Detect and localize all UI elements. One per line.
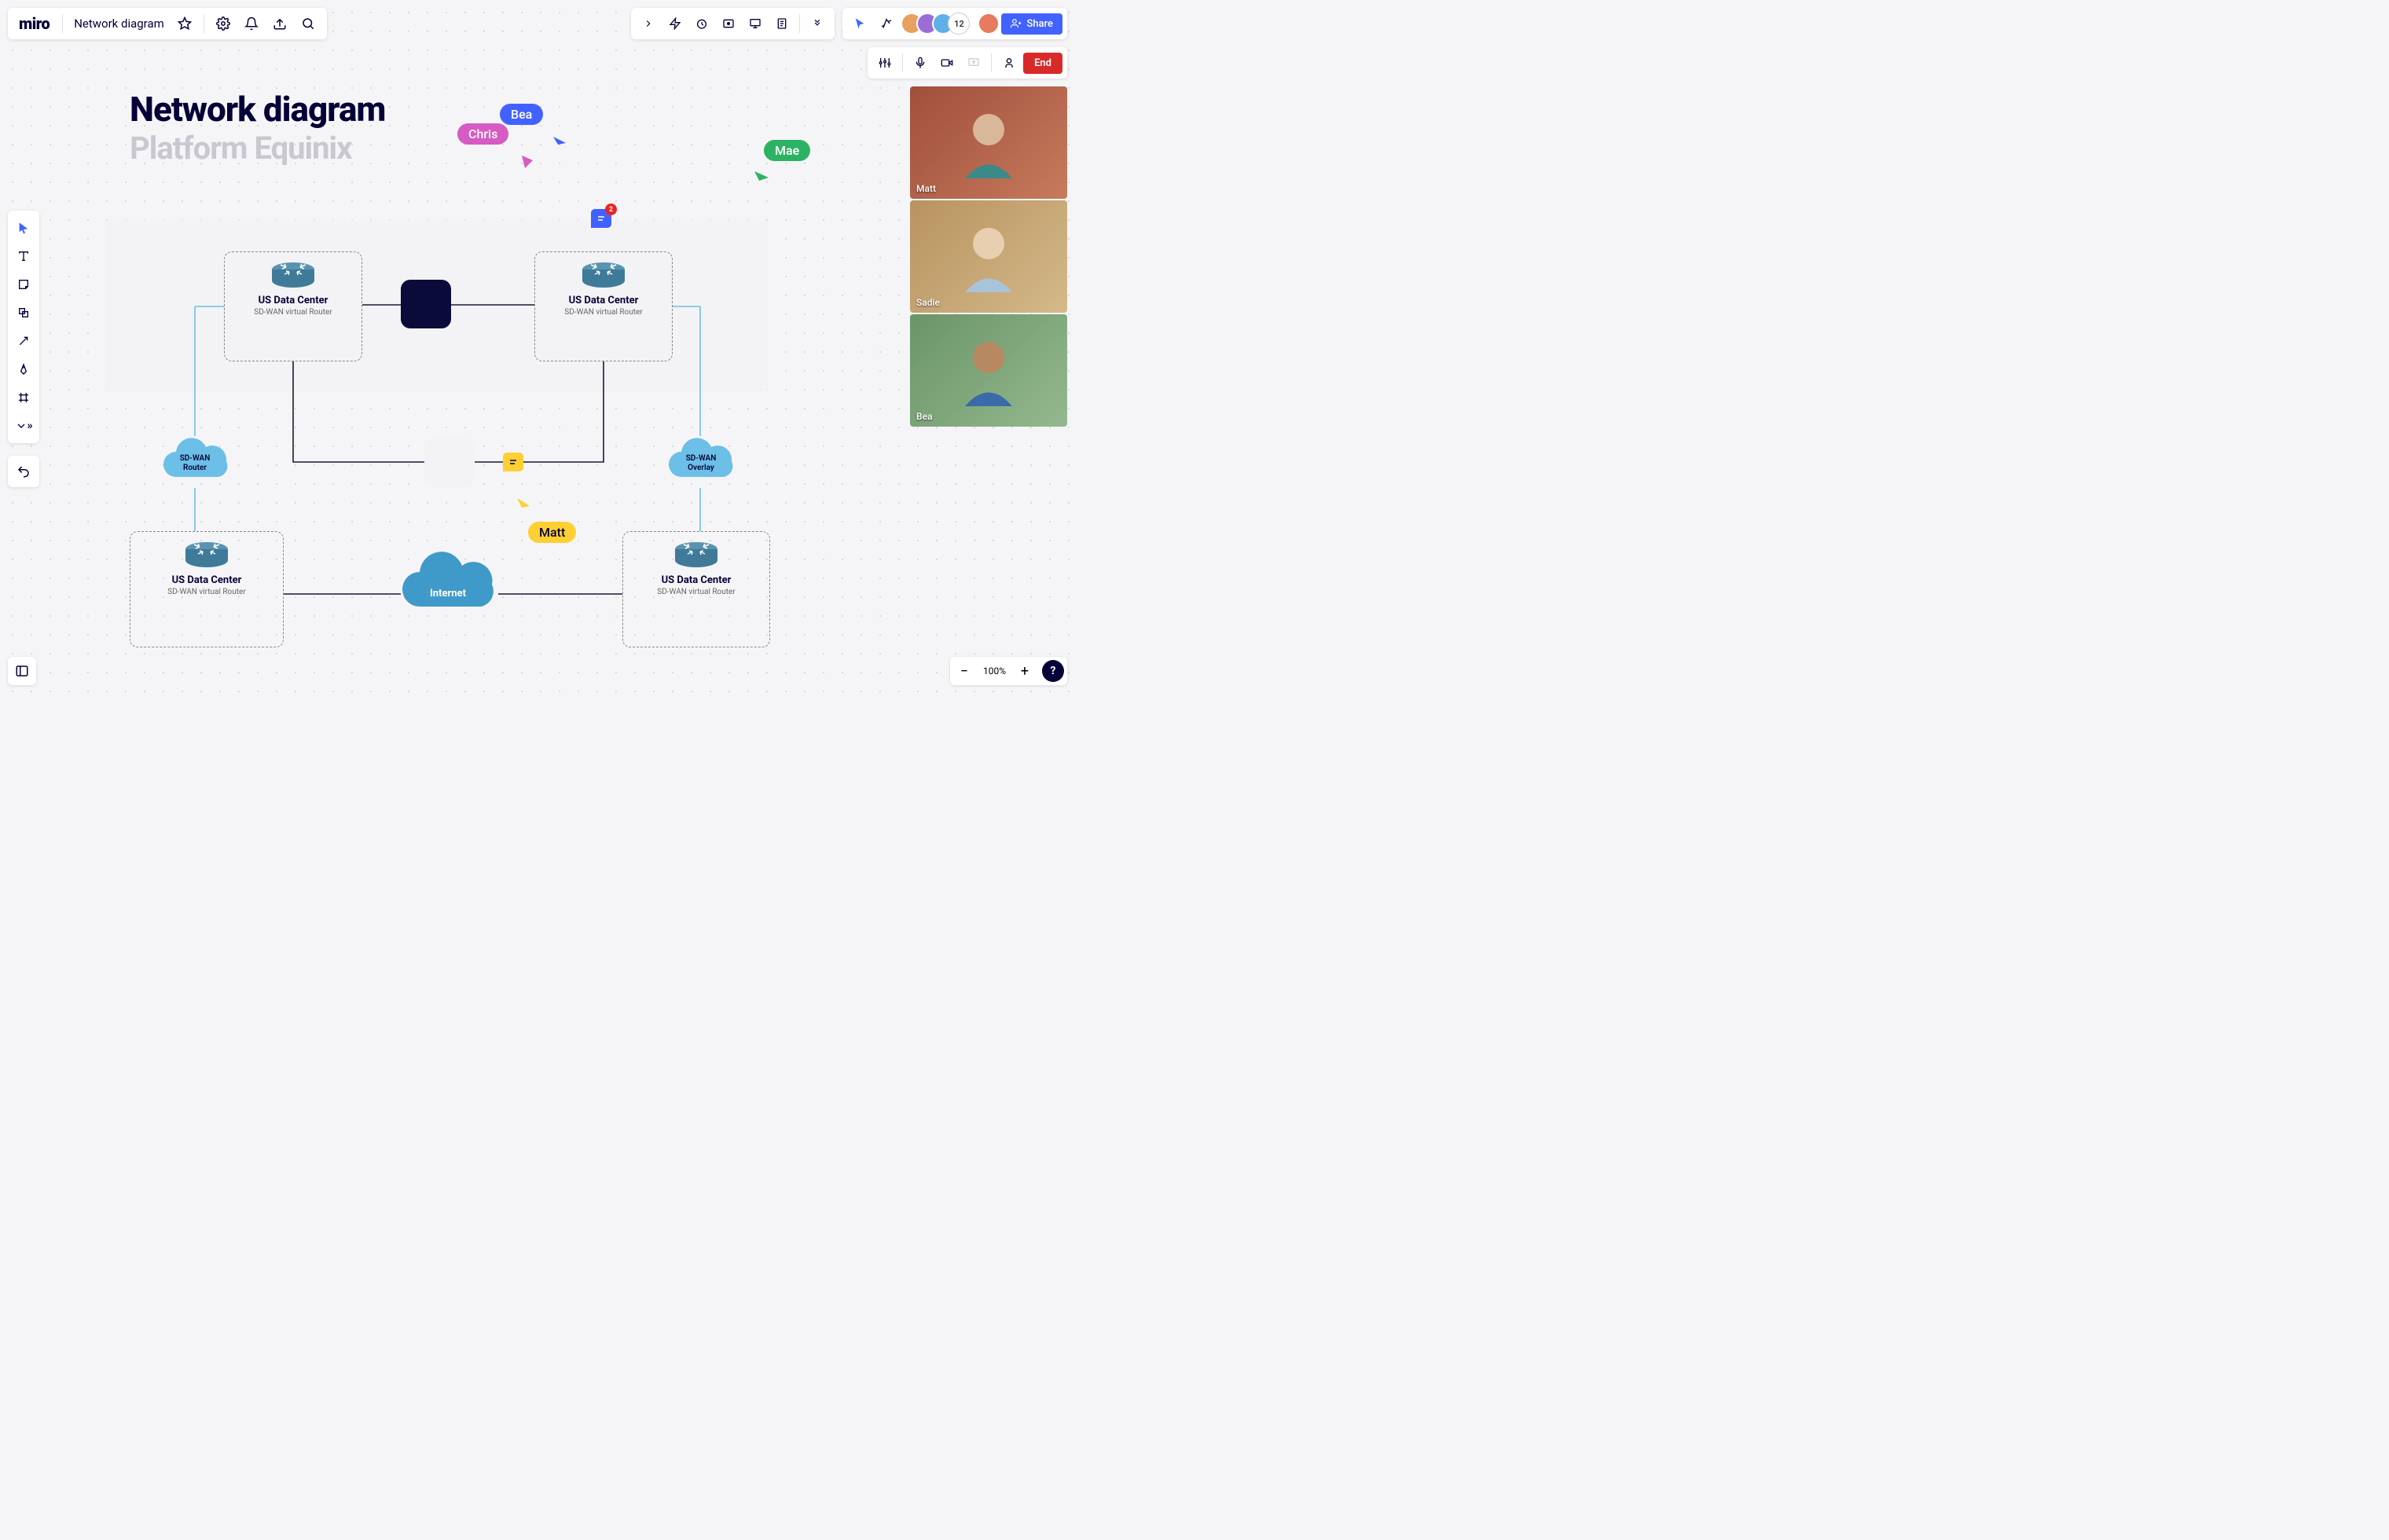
node-subtitle: SD-WAN virtual Router	[167, 588, 245, 596]
board-title[interactable]: Network diagram	[69, 16, 169, 31]
zoom-in-button[interactable]: +	[1014, 660, 1036, 682]
cloud-label-sdwan-router: SD-WANRouter	[174, 454, 215, 473]
cursor-arrow-bea	[552, 135, 567, 151]
reactions-icon[interactable]	[874, 11, 899, 36]
node-title: US Data Center	[662, 574, 732, 586]
person-placeholder-icon	[957, 108, 1020, 178]
call-controls-bar: End	[868, 47, 1067, 79]
chevron-right-icon[interactable]	[636, 11, 661, 36]
settings-icon[interactable]	[211, 11, 236, 36]
diagram-subtitle: Platform Equinix	[130, 130, 351, 167]
sidebar-toggle[interactable]	[8, 657, 36, 685]
toolbar-apps	[631, 8, 835, 39]
timer-icon[interactable]	[689, 11, 714, 36]
video-tile-sadie[interactable]: Sadie	[910, 200, 1067, 313]
frame-tool[interactable]	[9, 383, 38, 412]
star-icon[interactable]	[172, 11, 197, 36]
cloud-label-internet: Internet	[424, 588, 472, 600]
bolt-icon[interactable]	[662, 11, 688, 36]
divider	[799, 14, 800, 33]
zoom-level[interactable]: 100%	[978, 666, 1011, 676]
help-button[interactable]: ?	[1042, 660, 1064, 682]
node-title: US Data Center	[172, 574, 242, 586]
pen-tool[interactable]	[9, 355, 38, 383]
cursor-arrow-mae	[753, 170, 770, 187]
voting-icon[interactable]	[716, 11, 741, 36]
video-name-label: Sadie	[916, 297, 940, 308]
search-icon[interactable]	[295, 11, 321, 36]
header-right-group: 12 Share	[631, 8, 1067, 39]
cloud-label-sdwan-overlay: SD-WANOverlay	[681, 454, 721, 473]
node-subtitle: SD-WAN virtual Router	[564, 308, 642, 317]
video-panel: Matt Sadie Bea	[910, 86, 1067, 427]
divider	[991, 53, 992, 72]
shape-tool[interactable]	[9, 299, 38, 327]
cloud-internet[interactable]	[393, 547, 503, 625]
node-subtitle: SD-WAN virtual Router	[254, 308, 332, 317]
node-title: US Data Center	[259, 295, 328, 306]
toolbar-collaboration: 12 Share	[842, 8, 1067, 39]
node-dc-bot-left[interactable]: US Data Center SD-WAN virtual Router	[130, 531, 284, 647]
presentation-icon[interactable]	[743, 11, 768, 36]
person-placeholder-icon	[957, 222, 1020, 292]
router-icon	[581, 262, 626, 290]
cursor-arrow-matt	[516, 497, 531, 512]
node-dc-top-left[interactable]: US Data Center SD-WAN virtual Router	[224, 251, 362, 361]
cursor-label-bea: Bea	[500, 104, 543, 125]
presence-avatars[interactable]: 12	[901, 13, 970, 35]
node-title: US Data Center	[569, 295, 639, 306]
video-name-label: Bea	[916, 411, 932, 422]
cursor-label-matt: Matt	[528, 522, 576, 543]
node-dc-top-right[interactable]: US Data Center SD-WAN virtual Router	[534, 251, 673, 361]
comment-count-badge: 2	[605, 204, 617, 215]
share-button[interactable]: Share	[1001, 13, 1062, 35]
cursor-label-mae: Mae	[764, 140, 810, 161]
notes-icon[interactable]	[769, 11, 794, 36]
arrow-tool[interactable]	[9, 327, 38, 355]
node-dc-bot-right[interactable]: US Data Center SD-WAN virtual Router	[622, 531, 770, 647]
cursor-arrow-chris	[520, 154, 536, 170]
divider	[902, 53, 903, 72]
router-icon	[270, 262, 316, 290]
person-placeholder-icon	[957, 336, 1020, 406]
node-dark-square[interactable]	[401, 280, 451, 328]
cursor-icon[interactable]	[847, 11, 872, 36]
share-screen-icon[interactable]	[961, 50, 986, 75]
router-icon	[184, 541, 229, 570]
comment-thread-icon[interactable]	[503, 453, 523, 471]
end-call-button[interactable]: End	[1023, 53, 1062, 74]
avatar-self[interactable]	[978, 13, 1000, 35]
mic-icon[interactable]	[908, 50, 933, 75]
participant-icon[interactable]	[996, 50, 1022, 75]
diagram-title: Network diagram	[130, 90, 385, 128]
sticky-note-tool[interactable]	[9, 270, 38, 299]
zoom-controls: − 100% + ?	[950, 657, 1067, 685]
video-tile-matt[interactable]: Matt	[910, 86, 1067, 199]
node-light-square[interactable]	[424, 438, 475, 487]
select-tool[interactable]	[9, 214, 38, 242]
node-subtitle: SD-WAN virtual Router	[657, 588, 735, 596]
undo-button[interactable]	[8, 456, 39, 487]
router-icon	[673, 541, 719, 570]
divider	[62, 14, 63, 33]
video-tile-bea[interactable]: Bea	[910, 314, 1067, 427]
app-logo[interactable]: miro	[14, 14, 56, 33]
export-icon[interactable]	[267, 11, 292, 36]
more-icon[interactable]	[805, 11, 830, 36]
avatar-count: 12	[948, 13, 970, 35]
bell-icon[interactable]	[239, 11, 264, 36]
zoom-out-button[interactable]: −	[953, 660, 975, 682]
header-left-toolbar: miro Network diagram	[8, 8, 327, 39]
sliders-icon[interactable]	[872, 50, 897, 75]
video-icon[interactable]	[934, 50, 960, 75]
text-tool[interactable]	[9, 242, 38, 270]
cursor-label-chris: Chris	[457, 123, 508, 145]
left-toolbox: »	[8, 211, 39, 443]
comment-thread-icon[interactable]: 2	[591, 209, 611, 228]
more-tools[interactable]: »	[9, 412, 38, 440]
share-label: Share	[1026, 18, 1053, 30]
video-name-label: Matt	[916, 183, 936, 194]
